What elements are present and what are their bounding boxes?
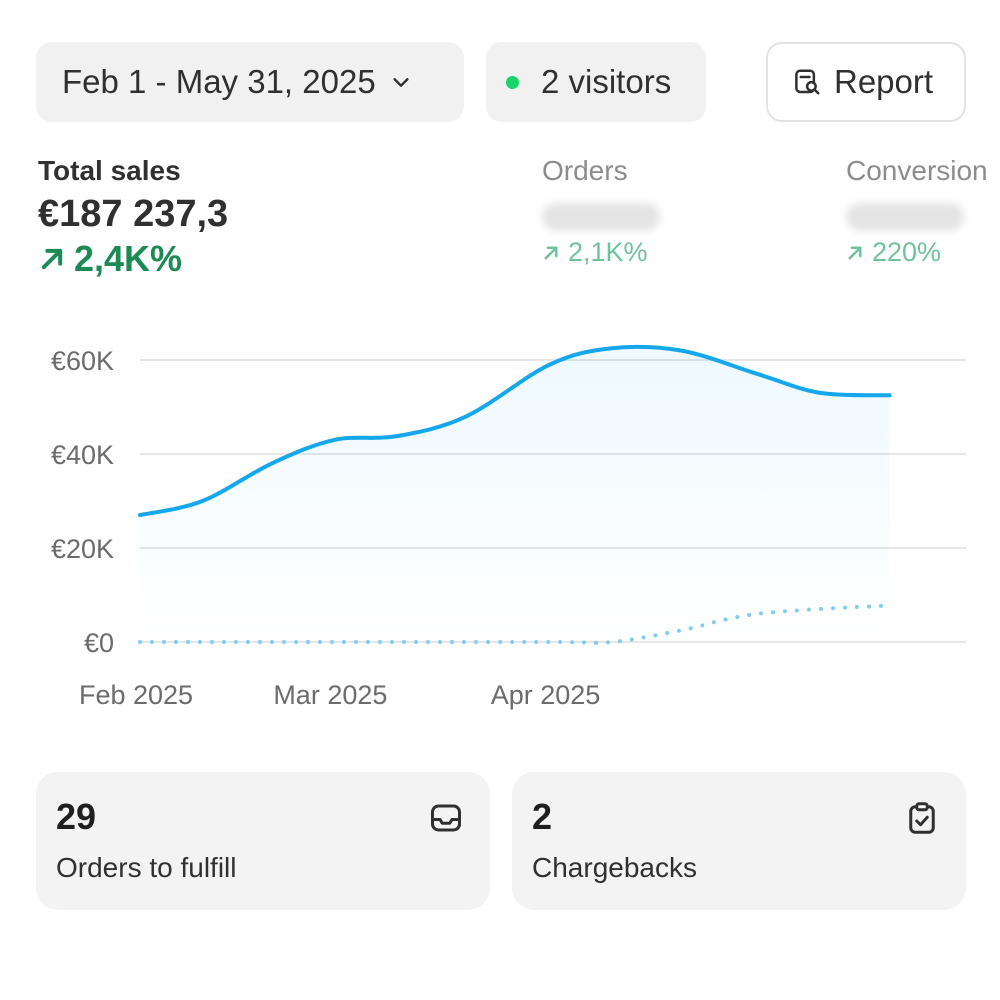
card-label: Chargebacks [532, 852, 697, 883]
chevron-down-icon [390, 71, 412, 93]
card-value: 29 [56, 796, 97, 837]
report-label: Report [834, 63, 934, 100]
report-button[interactable]: Report [766, 42, 966, 122]
arrow-up-right-icon [542, 244, 560, 262]
live-visitors-button[interactable]: 2 visitors [486, 42, 706, 122]
x-tick-label: Mar 2025 [273, 680, 387, 710]
metric-change: 2,4K% [38, 238, 228, 280]
report-icon [792, 67, 822, 97]
blurred-value [542, 203, 660, 231]
inbox-icon [428, 800, 464, 836]
metric-label: Conversion [846, 155, 988, 186]
metric-label: Total sales [38, 155, 181, 186]
metric-label: Orders [542, 155, 628, 186]
y-tick-label: €20K [51, 534, 114, 564]
live-indicator-icon [506, 75, 519, 89]
date-range-picker[interactable]: Feb 1 - May 31, 2025 [36, 42, 464, 122]
visitors-label: 2 visitors [541, 63, 672, 100]
sales-line [138, 344, 892, 518]
arrow-up-right-icon [38, 245, 66, 273]
metric-change-value: 220% [872, 237, 942, 267]
comparison-line [138, 603, 892, 645]
y-tick-label: €0 [84, 628, 114, 658]
metric-orders[interactable]: Orders 2,1K% [542, 155, 660, 268]
blurred-value [846, 203, 964, 231]
metric-conversion[interactable]: Conversion 220% [846, 155, 988, 268]
orders-to-fulfill-card[interactable]: 29 Orders to fulfill [36, 772, 490, 910]
x-tick-label: Apr 2025 [491, 680, 601, 710]
sales-area-fill [140, 346, 890, 642]
metric-change: 2,1K% [542, 237, 660, 268]
metric-change-value: 2,4K% [74, 238, 183, 279]
metric-value: €187 237,3 [38, 193, 229, 235]
arrow-up-right-icon [846, 244, 864, 262]
sales-chart[interactable]: €0 €20K €40K €60K Feb 2025 Mar 2025 Apr 2025 [0, 320, 1000, 740]
card-label: Orders to fulfill [56, 852, 237, 883]
metric-total-sales[interactable]: Total sales €187 237,3 2,4K% [38, 155, 228, 280]
y-tick-label: €60K [51, 346, 114, 376]
clipboard-check-icon [904, 800, 940, 836]
date-range-label: Feb 1 - May 31, 2025 [62, 63, 376, 100]
x-tick-label: Feb 2025 [79, 680, 193, 710]
metric-change-value: 2,1K% [568, 237, 648, 267]
chargebacks-card[interactable]: 2 Chargebacks [512, 772, 966, 910]
metric-change: 220% [846, 237, 988, 268]
y-tick-label: €40K [51, 440, 114, 470]
card-value: 2 [532, 796, 553, 837]
